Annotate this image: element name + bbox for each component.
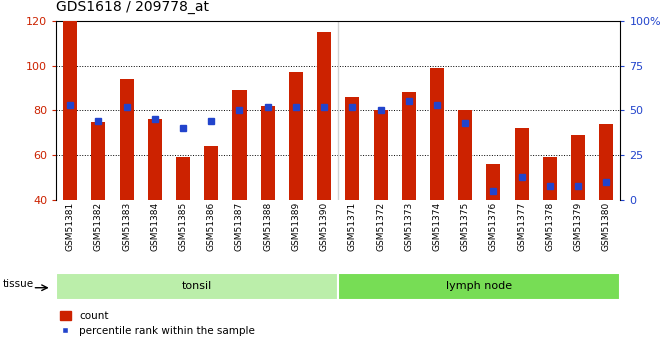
Bar: [458, 110, 473, 200]
Text: GSM51376: GSM51376: [489, 202, 498, 252]
Text: GSM51381: GSM51381: [66, 202, 75, 252]
Bar: [119, 79, 134, 200]
Text: GDS1618 / 209778_at: GDS1618 / 209778_at: [56, 0, 209, 14]
Bar: [91, 122, 106, 200]
Text: GSM51383: GSM51383: [122, 202, 131, 252]
Bar: [571, 135, 585, 200]
Bar: [515, 128, 529, 200]
Text: GSM51388: GSM51388: [263, 202, 272, 252]
Text: GSM51379: GSM51379: [574, 202, 583, 252]
Bar: [317, 32, 331, 200]
Text: GSM51371: GSM51371: [348, 202, 357, 252]
Bar: [345, 97, 360, 200]
Bar: [261, 106, 275, 200]
Text: tonsil: tonsil: [182, 282, 213, 291]
Text: tissue: tissue: [3, 279, 34, 288]
Text: GSM51386: GSM51386: [207, 202, 216, 252]
Bar: [63, 21, 77, 200]
Text: GSM51378: GSM51378: [545, 202, 554, 252]
Text: GSM51375: GSM51375: [461, 202, 470, 252]
Bar: [56, 273, 338, 300]
Text: GSM51382: GSM51382: [94, 202, 103, 251]
Bar: [486, 164, 500, 200]
Bar: [204, 146, 218, 200]
Bar: [374, 110, 387, 200]
Bar: [543, 157, 557, 200]
Text: GSM51385: GSM51385: [179, 202, 187, 252]
Bar: [176, 157, 190, 200]
Text: GSM51390: GSM51390: [319, 202, 329, 252]
Text: GSM51389: GSM51389: [292, 202, 300, 252]
Text: GSM51374: GSM51374: [432, 202, 442, 251]
Bar: [289, 72, 303, 200]
Text: GSM51380: GSM51380: [602, 202, 611, 252]
Legend: count, percentile rank within the sample: count, percentile rank within the sample: [56, 307, 259, 341]
Text: GSM51373: GSM51373: [405, 202, 413, 252]
Bar: [232, 90, 247, 200]
Bar: [402, 92, 416, 200]
Text: lymph node: lymph node: [446, 282, 512, 291]
Text: GSM51377: GSM51377: [517, 202, 526, 252]
Text: GSM51384: GSM51384: [150, 202, 159, 251]
Bar: [338, 273, 620, 300]
Text: GSM51372: GSM51372: [376, 202, 385, 251]
Text: GSM51387: GSM51387: [235, 202, 244, 252]
Bar: [599, 124, 613, 200]
Bar: [430, 68, 444, 200]
Bar: [148, 119, 162, 200]
